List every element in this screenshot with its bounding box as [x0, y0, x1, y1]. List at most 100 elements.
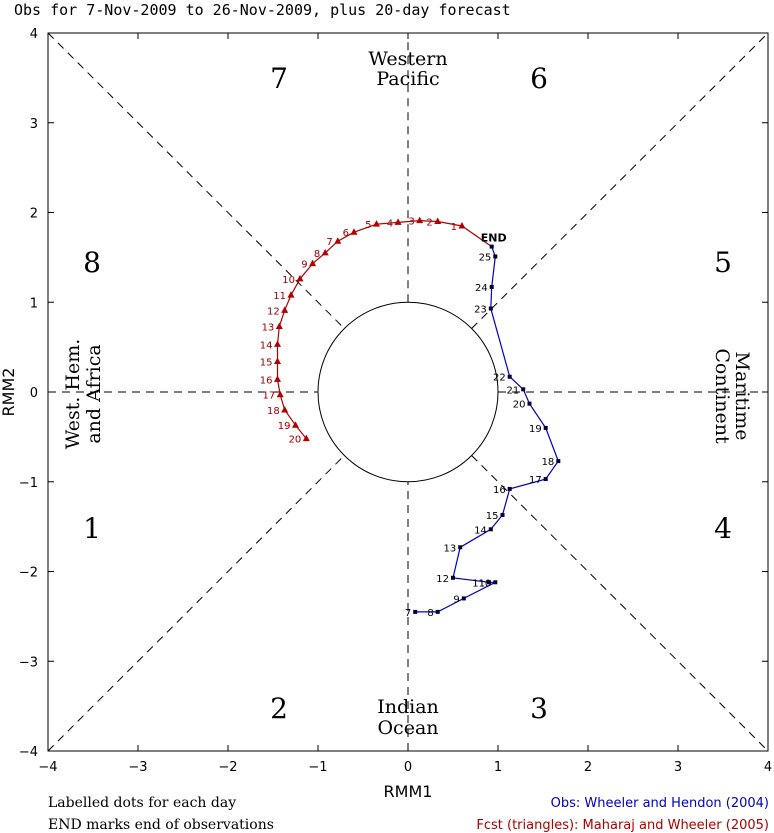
obs-day-label: 19: [529, 424, 542, 435]
obs-day-label: 7: [405, 608, 411, 619]
obs-point: [493, 254, 498, 259]
obs-day-label: 20: [513, 400, 526, 411]
forecast-point: [458, 221, 466, 229]
forecast-point: [334, 237, 342, 244]
y-tick-label: −1: [19, 476, 38, 491]
y-tick-label: 4: [30, 27, 38, 42]
forecast-point: [274, 357, 281, 364]
region-west-hem-line1: West. Hem.: [62, 339, 84, 450]
obs-day-label: 13: [443, 543, 456, 554]
obs-day-label: 18: [542, 457, 555, 468]
y-tick-label: 1: [30, 296, 38, 311]
forecast-point: [281, 306, 289, 313]
forecast-point: [394, 218, 402, 225]
forecast-day-label: 20: [289, 435, 302, 446]
obs-day-label: 9: [453, 594, 459, 605]
forecast-point: [292, 421, 299, 428]
y-tick-label: 3: [30, 117, 38, 132]
obs-point: [488, 306, 493, 311]
forecast-day-label: 7: [326, 237, 332, 248]
y-tick-label: −2: [19, 566, 38, 581]
forecast-day-label: 8: [314, 249, 320, 260]
guide-diagonal-nw: [48, 33, 345, 329]
y-axis-label: RMM2: [0, 368, 18, 417]
x-tick-label: 4: [764, 760, 772, 775]
obs-day-label: 22: [493, 373, 506, 384]
region-maritime-continent-line1: Maritime: [731, 352, 753, 441]
obs-point: [493, 580, 498, 585]
obs-day-label: 24: [475, 283, 488, 294]
forecast-day-label: 3: [408, 217, 414, 228]
x-axis-label: RMM1: [384, 782, 433, 801]
phase-5-label: 5: [714, 246, 732, 279]
region-western-pacific-line2: Pacific: [376, 68, 439, 90]
forecast-day-label: 14: [260, 340, 273, 351]
obs-point: [489, 284, 494, 289]
forecast-point: [302, 434, 310, 442]
y-tick-label: −4: [19, 745, 38, 760]
obs-day-label: 17: [529, 475, 542, 486]
unit-circle: [317, 301, 499, 483]
region-western-pacific-line1: Western: [368, 48, 447, 70]
forecast-day-label: 1: [451, 222, 457, 233]
forecast-day-label: 5: [365, 220, 371, 231]
obs-point: [458, 545, 463, 550]
forecast-point: [281, 405, 289, 413]
forecast-point: [275, 322, 283, 329]
forecast-day-label: 2: [426, 217, 432, 228]
forecast-point: [321, 248, 329, 256]
obs-point: [500, 512, 505, 517]
data-series: 7 891011121314151617181920212223242512345…: [260, 216, 561, 619]
forecast-day-label: 4: [387, 218, 393, 229]
forecast-point: [296, 274, 304, 282]
forecast-day-label: 10: [282, 275, 295, 286]
obs-day-label: 16: [493, 485, 506, 496]
chart-title: Obs for 7-Nov-2009 to 26-Nov-2009, plus …: [14, 1, 511, 19]
x-tick-label: −2: [218, 760, 237, 775]
obs-point: [461, 596, 466, 601]
obs-point: [489, 244, 494, 249]
end-label: END: [481, 232, 507, 245]
forecast-day-label: 18: [267, 406, 280, 417]
forecast-point: [416, 216, 424, 224]
phase-4-label: 4: [714, 512, 732, 545]
obs-point: [507, 486, 512, 491]
obs-point: [527, 401, 532, 406]
region-indian-ocean-line2: Ocean: [377, 717, 438, 739]
obs-day-label: 11: [472, 578, 485, 589]
forecast-day-label: 11: [273, 291, 286, 302]
obs-point: [413, 609, 418, 614]
forecast-point: [274, 340, 281, 347]
guide-diagonal-se: [471, 455, 768, 751]
obs-day-label: 21: [506, 385, 519, 396]
phase-2-label: 2: [270, 692, 288, 725]
forecast-day-label: 9: [301, 260, 307, 271]
note-labelled-dots: Labelled dots for each day: [48, 795, 236, 811]
region-maritime-continent-line2: Continent: [711, 348, 733, 444]
obs-credit: Obs: Wheeler and Hendon (2004): [551, 796, 769, 811]
forecast-point: [309, 259, 317, 267]
fcst-credit: Fcst (triangles): Maharaj and Wheeler (2…: [476, 818, 769, 833]
forecast-day-label: 6: [343, 228, 349, 239]
x-tick-label: −1: [308, 760, 327, 775]
phase-7-label: 7: [270, 62, 288, 95]
region-indian-ocean-line1: Indian: [377, 696, 439, 718]
y-tick-label: 2: [30, 207, 38, 222]
forecast-day-label: 19: [278, 421, 291, 432]
forecast-day-label: 13: [262, 322, 275, 333]
obs-point: [488, 527, 493, 532]
obs-day-label: 14: [474, 525, 487, 536]
obs-point: [435, 609, 440, 614]
phase-6-label: 6: [530, 62, 548, 95]
obs-day-label: 23: [474, 305, 487, 316]
forecast-day-label: 12: [267, 306, 280, 317]
obs-day-label: 25: [479, 252, 492, 263]
region-west-hem-line2: and Africa: [83, 344, 105, 443]
x-tick-label: 3: [674, 760, 682, 775]
y-tick-label: −3: [19, 655, 38, 670]
phase-8-label: 8: [83, 246, 101, 279]
phase-3-label: 3: [530, 692, 548, 725]
forecast-day-label: 16: [260, 375, 273, 386]
